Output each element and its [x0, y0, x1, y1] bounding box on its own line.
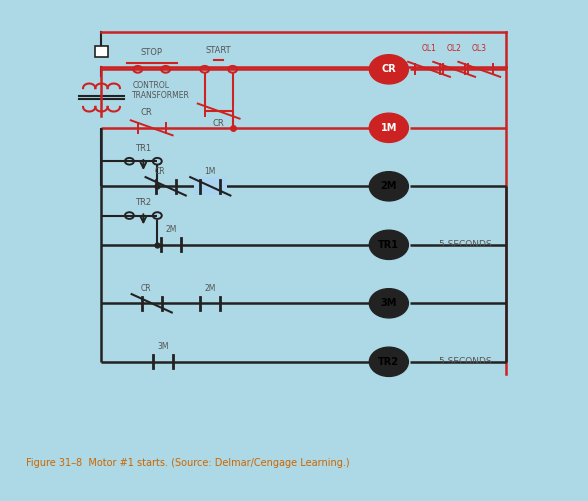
Text: 3M: 3M: [157, 342, 169, 351]
Text: CR: CR: [382, 64, 396, 74]
Text: 3M: 3M: [380, 298, 397, 308]
Text: TR2: TR2: [135, 198, 151, 207]
Circle shape: [369, 55, 409, 84]
Text: CR: CR: [141, 108, 152, 117]
Circle shape: [369, 289, 409, 318]
Circle shape: [369, 347, 409, 376]
Text: 1M: 1M: [380, 123, 397, 133]
Text: CR: CR: [213, 119, 225, 128]
Circle shape: [369, 113, 409, 142]
FancyBboxPatch shape: [193, 177, 227, 195]
Text: TR2: TR2: [378, 357, 399, 367]
Text: Figure 31–8  Motor #1 starts. (Source: Delmar/Cengage Learning.): Figure 31–8 Motor #1 starts. (Source: De…: [26, 458, 350, 468]
Text: OL2: OL2: [447, 44, 462, 53]
Text: 2M: 2M: [166, 225, 177, 234]
FancyBboxPatch shape: [95, 46, 108, 57]
Text: STOP: STOP: [141, 48, 163, 57]
Text: CONTROL
TRANSFORMER: CONTROL TRANSFORMER: [132, 81, 190, 100]
Text: START: START: [206, 46, 232, 55]
Circle shape: [369, 230, 409, 260]
Text: 5 SECONDS: 5 SECONDS: [439, 240, 492, 249]
Text: OL3: OL3: [472, 44, 487, 53]
Circle shape: [369, 172, 409, 201]
Text: TR1: TR1: [135, 144, 151, 153]
Text: 2M: 2M: [205, 284, 216, 293]
Text: CR: CR: [141, 284, 152, 293]
Text: 1M: 1M: [205, 167, 216, 176]
Text: OL1: OL1: [422, 44, 436, 53]
Text: 5 SECONDS: 5 SECONDS: [439, 357, 492, 366]
Text: TR1: TR1: [378, 240, 399, 250]
Text: CR: CR: [155, 167, 165, 176]
Text: 2M: 2M: [380, 181, 397, 191]
